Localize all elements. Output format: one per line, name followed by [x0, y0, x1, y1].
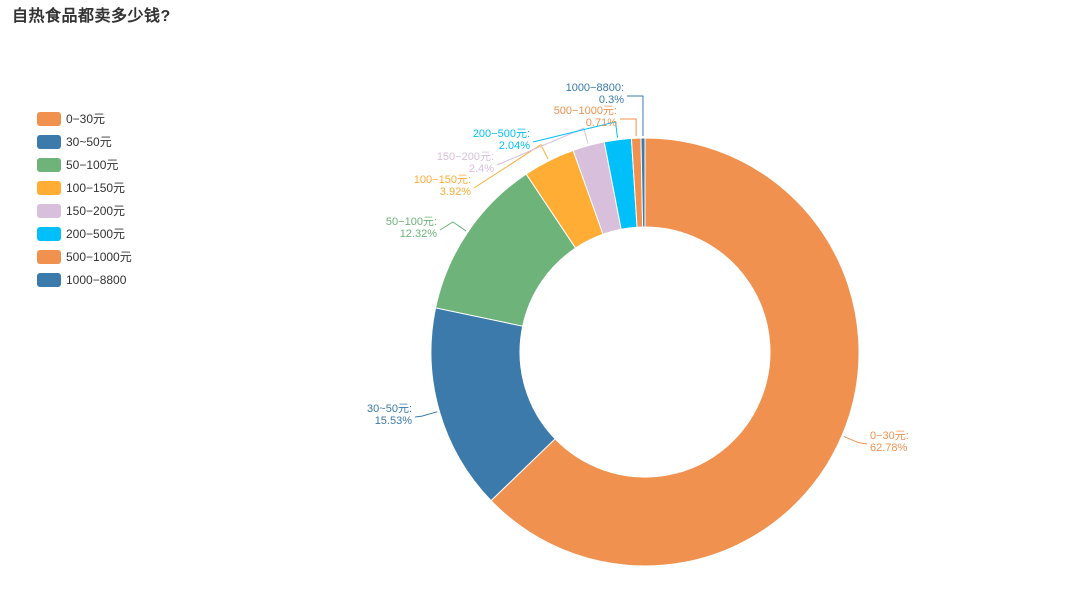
- legend-swatch: [37, 249, 61, 264]
- legend-label: 1000−8800: [66, 272, 127, 287]
- legend-item[interactable]: 500−1000元: [37, 245, 132, 268]
- legend-label: 50−100元: [66, 158, 119, 172]
- legend-swatch: [37, 203, 61, 218]
- slice-value: 15.53%: [375, 415, 413, 427]
- legend: 0−30元 30~50元 50−100元 100−150元 150−200元 200−50…: [37, 107, 132, 291]
- legend-item[interactable]: 30~50元: [37, 130, 132, 153]
- legend-item[interactable]: 100−150元: [37, 176, 132, 199]
- legend-item[interactable]: 150−200元: [37, 199, 132, 222]
- slice-value: 0.71%: [586, 117, 617, 129]
- legend-label: 0−30元: [66, 112, 106, 126]
- legend-swatch: [37, 111, 61, 126]
- legend-label: 30~50元: [66, 135, 112, 149]
- slice-label: 150−200元:: [437, 151, 494, 163]
- legend-swatch: [37, 272, 61, 287]
- leader-line: [532, 121, 619, 143]
- slice-label: 1000−8800:: [566, 82, 624, 94]
- legend-label: 150−200元: [66, 204, 126, 218]
- slice-label: 100−150元:: [414, 174, 471, 186]
- slice-value: 2.04%: [499, 140, 530, 152]
- slice-value: 0.3%: [599, 94, 624, 106]
- slice-label: 200−500元:: [473, 128, 530, 140]
- leader-line: [439, 221, 467, 232]
- legend-item[interactable]: 1000−8800: [37, 268, 132, 291]
- slice-label: 0−30元:: [870, 430, 909, 442]
- legend-swatch: [37, 134, 61, 149]
- slice-value: 3.92%: [440, 186, 471, 198]
- leader-line: [414, 411, 438, 418]
- leader-line: [843, 435, 868, 445]
- legend-item[interactable]: 200−500元: [37, 222, 132, 245]
- donut-slice[interactable]: [490, 137, 860, 567]
- slice-label: 500−1000元:: [554, 105, 617, 117]
- legend-label: 100−150元: [66, 181, 126, 195]
- leader-line: [620, 118, 637, 137]
- leader-line: [496, 127, 589, 166]
- legend-swatch: [37, 226, 61, 241]
- slice-label: 30~50元:: [367, 403, 412, 415]
- leader-line: [627, 95, 644, 137]
- legend-item[interactable]: 0−30元: [37, 107, 132, 130]
- legend-label: 200−500元: [66, 227, 126, 241]
- slice-value: 2.4%: [469, 163, 494, 175]
- legend-label: 500−1000元: [66, 250, 132, 264]
- donut-slice[interactable]: [640, 137, 646, 228]
- leader-line: [473, 143, 549, 189]
- slice-label: 50−100元:: [386, 216, 437, 228]
- slice-value: 62.78%: [870, 442, 908, 454]
- slice-value: 12.32%: [400, 228, 438, 240]
- chart-title: 自热食品都卖多少钱?: [12, 8, 171, 25]
- legend-item[interactable]: 50−100元: [37, 153, 132, 176]
- legend-swatch: [37, 157, 61, 172]
- legend-swatch: [37, 180, 61, 195]
